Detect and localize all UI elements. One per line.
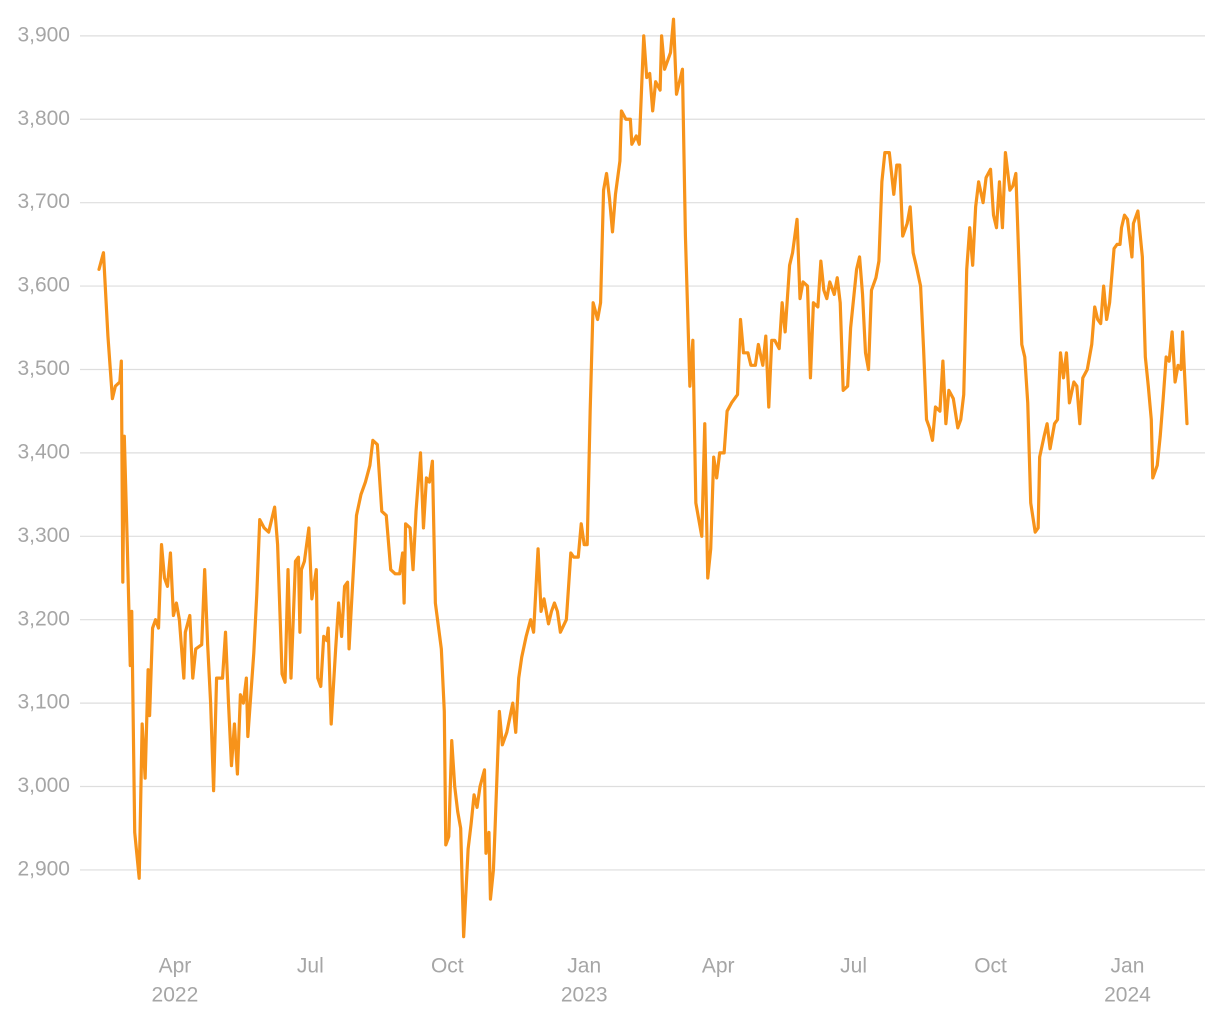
x-tick-year: 2023 [561, 984, 608, 1007]
x-tick-label: Jul [297, 955, 324, 978]
y-tick-label: 3,300 [17, 524, 70, 547]
x-tick-label: Oct [974, 955, 1007, 978]
price-line [97, 17, 1189, 939]
x-tick-label: Jul [840, 955, 867, 978]
x-tick-label: Apr [702, 955, 735, 978]
y-tick-label: 3,800 [17, 107, 70, 130]
y-tick-label: 3,700 [17, 190, 70, 213]
y-tick-label: 3,600 [17, 274, 70, 297]
y-tick-label: 3,900 [17, 23, 70, 46]
x-tick-label: Oct [431, 955, 464, 978]
x-tick-label: Jan [1111, 955, 1145, 978]
y-tick-label: 3,400 [17, 440, 70, 463]
x-tick-year: 2024 [1104, 984, 1151, 1007]
x-tick-label: Apr [159, 955, 192, 978]
x-tick-label: Jan [567, 955, 601, 978]
y-tick-label: 3,000 [17, 774, 70, 797]
y-tick-label: 3,200 [17, 607, 70, 630]
y-tick-label: 3,500 [17, 357, 70, 380]
y-tick-label: 2,900 [17, 857, 70, 880]
x-tick-year: 2022 [152, 984, 199, 1007]
y-tick-label: 3,100 [17, 691, 70, 714]
